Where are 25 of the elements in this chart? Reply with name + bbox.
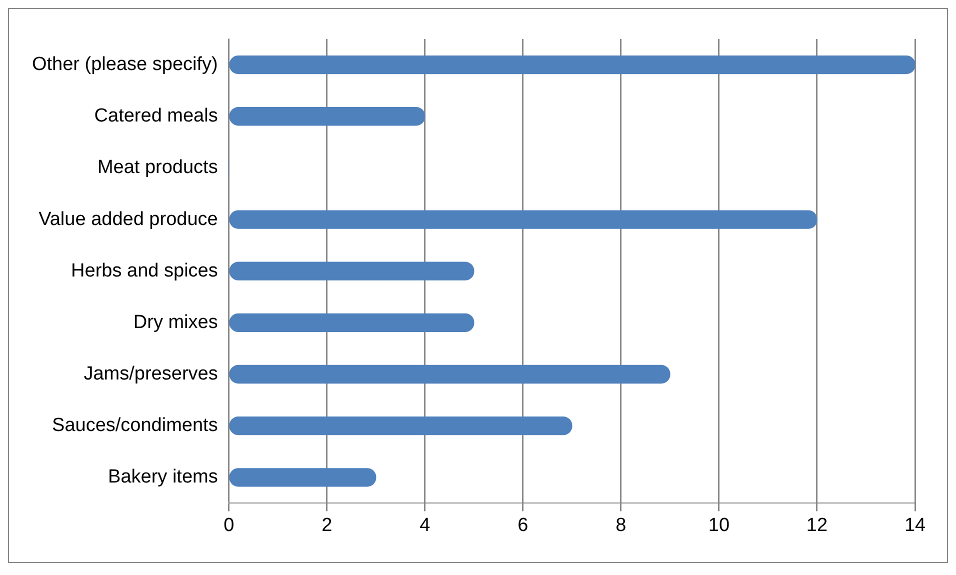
bar [229, 468, 376, 487]
y-tick-label: Sauces/condiments [52, 415, 218, 436]
bar [229, 364, 670, 384]
y-tick-label: Herbs and spices [71, 260, 218, 282]
bar [229, 416, 572, 436]
x-tick-label: 0 [224, 514, 234, 536]
x-tick-label: 6 [518, 514, 528, 536]
bar [229, 107, 426, 126]
bar [229, 313, 474, 332]
bar [229, 262, 474, 280]
x-tick-label: 4 [420, 514, 431, 536]
y-tick-label: Jams/preserves [84, 363, 218, 384]
y-tick-label: Value added produce [38, 208, 218, 230]
y-tick-label: Other (please specify) [32, 54, 218, 76]
y-tick-label: Catered meals [94, 106, 218, 127]
y-tick-label: Bakery items [108, 466, 218, 488]
x-tick-label: 12 [806, 514, 828, 536]
x-tick-label: 2 [322, 514, 332, 536]
y-tick-label: Dry mixes [133, 312, 218, 333]
x-tick-label: 14 [904, 514, 926, 536]
x-tick-label: 8 [616, 514, 626, 536]
y-tick-label: Meat products [97, 157, 218, 178]
x-tick-label: 10 [708, 514, 730, 536]
bar [229, 210, 818, 229]
bar [229, 55, 915, 74]
